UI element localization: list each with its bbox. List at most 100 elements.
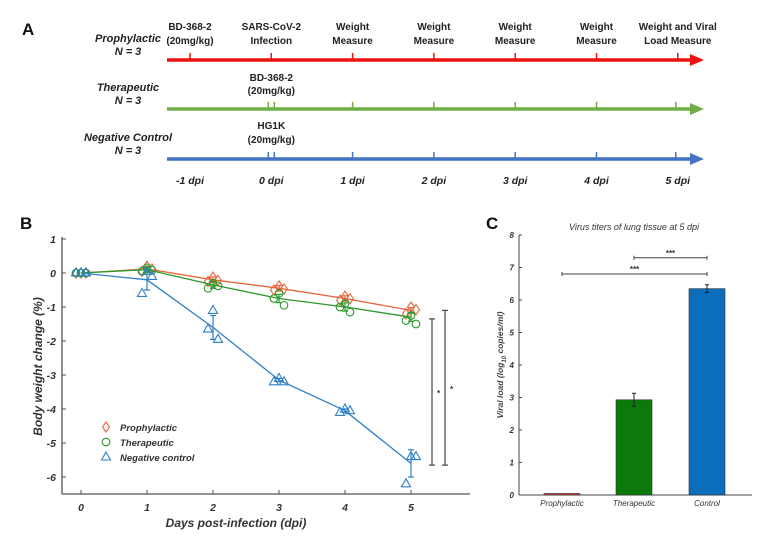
data-point xyxy=(334,406,346,416)
data-point xyxy=(411,303,421,316)
control-event-line1: HG1K xyxy=(257,121,286,132)
data-point xyxy=(278,375,290,386)
sig-label-c: *** xyxy=(630,265,640,274)
x-category-label-c: Therapeutic xyxy=(613,499,655,508)
panel-a-label: A xyxy=(22,20,34,39)
data-point xyxy=(273,372,285,382)
data-point xyxy=(208,278,218,288)
event-label-line2: Load Measure xyxy=(644,36,712,47)
timeline-arrow-0 xyxy=(690,54,704,66)
group-name-1: Therapeutic xyxy=(97,82,159,94)
bar-control xyxy=(688,288,726,496)
series-line xyxy=(80,272,412,464)
timeline-arrow-1 xyxy=(690,103,704,115)
data-point xyxy=(274,289,284,298)
significance-bar-c: *** xyxy=(633,249,708,260)
x-tick-label-b: 3 xyxy=(276,502,282,514)
data-point xyxy=(345,292,355,305)
legend-label: Therapeutic xyxy=(120,438,175,449)
y-tick-label-c: 1 xyxy=(510,459,515,468)
series-therapeutic xyxy=(71,263,421,329)
y-label-subscript: 10 xyxy=(502,355,508,362)
group-n-0: N = 3 xyxy=(115,46,142,58)
data-point xyxy=(410,450,422,461)
data-point xyxy=(335,294,345,307)
y-tick-label-c: 8 xyxy=(510,231,515,240)
sig-label-c: *** xyxy=(666,249,676,258)
data-point xyxy=(136,287,148,297)
event-label-line2: Infection xyxy=(250,36,292,47)
dpi-label: 1 dpi xyxy=(340,175,366,187)
y-axis-label-c: Viral load (log10 copies/ml) xyxy=(495,311,508,418)
y-tick-label-c: 5 xyxy=(510,329,515,338)
y-tick-label-b: -6 xyxy=(47,472,56,484)
significance-bar-b: * xyxy=(442,309,454,466)
data-point xyxy=(207,304,219,314)
therapeutic-event-line1: BD-368-2 xyxy=(250,73,294,84)
x-category-label-c: Prophylactic xyxy=(540,499,584,508)
y-tick-label-b: -4 xyxy=(47,404,56,416)
y-tick-label-c: 3 xyxy=(510,394,515,403)
y-label-part: Viral load (log xyxy=(495,362,505,419)
y-tick-label-b: -1 xyxy=(47,302,56,314)
event-label-line1: Weight xyxy=(580,22,614,33)
event-label-line1: Weight xyxy=(499,22,533,33)
y-tick-label-b: -3 xyxy=(47,370,56,382)
dpi-label: 3 dpi xyxy=(503,175,529,187)
group-n-1: N = 3 xyxy=(115,95,142,107)
control-event-line2: (20mg/kg) xyxy=(248,135,295,146)
y-tick-label-b: 0 xyxy=(50,268,56,280)
y-axis-label-b: Body weight change (%) xyxy=(31,297,45,436)
data-point xyxy=(345,307,355,317)
data-point xyxy=(344,404,356,415)
bar-prophylactic xyxy=(543,493,581,496)
event-label-line1: Weight xyxy=(336,22,370,33)
event-label-line2: (20mg/kg) xyxy=(166,36,213,47)
x-tick-label-b: 5 xyxy=(408,502,414,514)
legend-b: Prophylactic Therapeutic Negative control xyxy=(100,421,195,464)
panel-b-weight-chart: B 1 0 -1 -2 -3 -4 -5 -6 0 1 2 3 4 5 Days post-infectio… xyxy=(20,214,470,530)
legend-marker xyxy=(101,437,111,447)
group-name-0: Prophylactic xyxy=(95,33,161,45)
event-label-line2: Measure xyxy=(332,36,373,47)
data-point xyxy=(340,299,350,308)
significance-bar-c: *** xyxy=(561,265,708,276)
data-point xyxy=(339,402,351,413)
data-point xyxy=(202,322,214,333)
legend-label: Prophylactic xyxy=(120,423,178,434)
significance-bar-b: * xyxy=(429,318,441,466)
data-point xyxy=(71,268,81,278)
dpi-label: 5 dpi xyxy=(666,175,692,187)
y-tick-label-b: 1 xyxy=(50,234,56,246)
data-point xyxy=(274,279,284,292)
legend-marker xyxy=(100,450,112,461)
event-label-line2: Measure xyxy=(495,36,536,47)
sig-label: * xyxy=(437,389,441,398)
sig-label: * xyxy=(450,385,454,394)
dpi-label: 4 dpi xyxy=(583,175,610,187)
event-label-line1: BD-368-2 xyxy=(168,22,212,33)
data-point xyxy=(406,311,416,320)
x-category-label-c: Control xyxy=(694,499,720,508)
y-label-part: copies/ml) xyxy=(495,311,505,356)
y-tick-label-c: 4 xyxy=(509,361,515,370)
event-label-line1: Weight and Viral xyxy=(639,22,717,33)
data-point xyxy=(203,283,213,293)
event-label-line1: SARS-CoV-2 xyxy=(242,22,302,33)
data-point xyxy=(401,316,411,325)
y-tick-label-c: 7 xyxy=(510,264,515,273)
data-point xyxy=(400,477,412,488)
group-name-2: Negative Control xyxy=(84,132,173,144)
data-point xyxy=(340,290,350,303)
chart-title-c: Virus titers of lung tissue at 5 dpi xyxy=(569,222,700,232)
panel-c-label: C xyxy=(486,214,498,233)
legend-marker xyxy=(101,421,111,433)
panel-c-viral-load-chart: C Virus titers of lung tissue at 5 dpi 0 1… xyxy=(486,214,752,508)
x-tick-label-b: 2 xyxy=(209,502,216,514)
timeline-arrow-2 xyxy=(690,153,704,165)
data-point xyxy=(141,265,153,275)
legend-label: Negative control xyxy=(120,453,195,464)
dpi-label: -1 dpi xyxy=(176,175,205,187)
bar-therapeutic xyxy=(615,399,653,496)
